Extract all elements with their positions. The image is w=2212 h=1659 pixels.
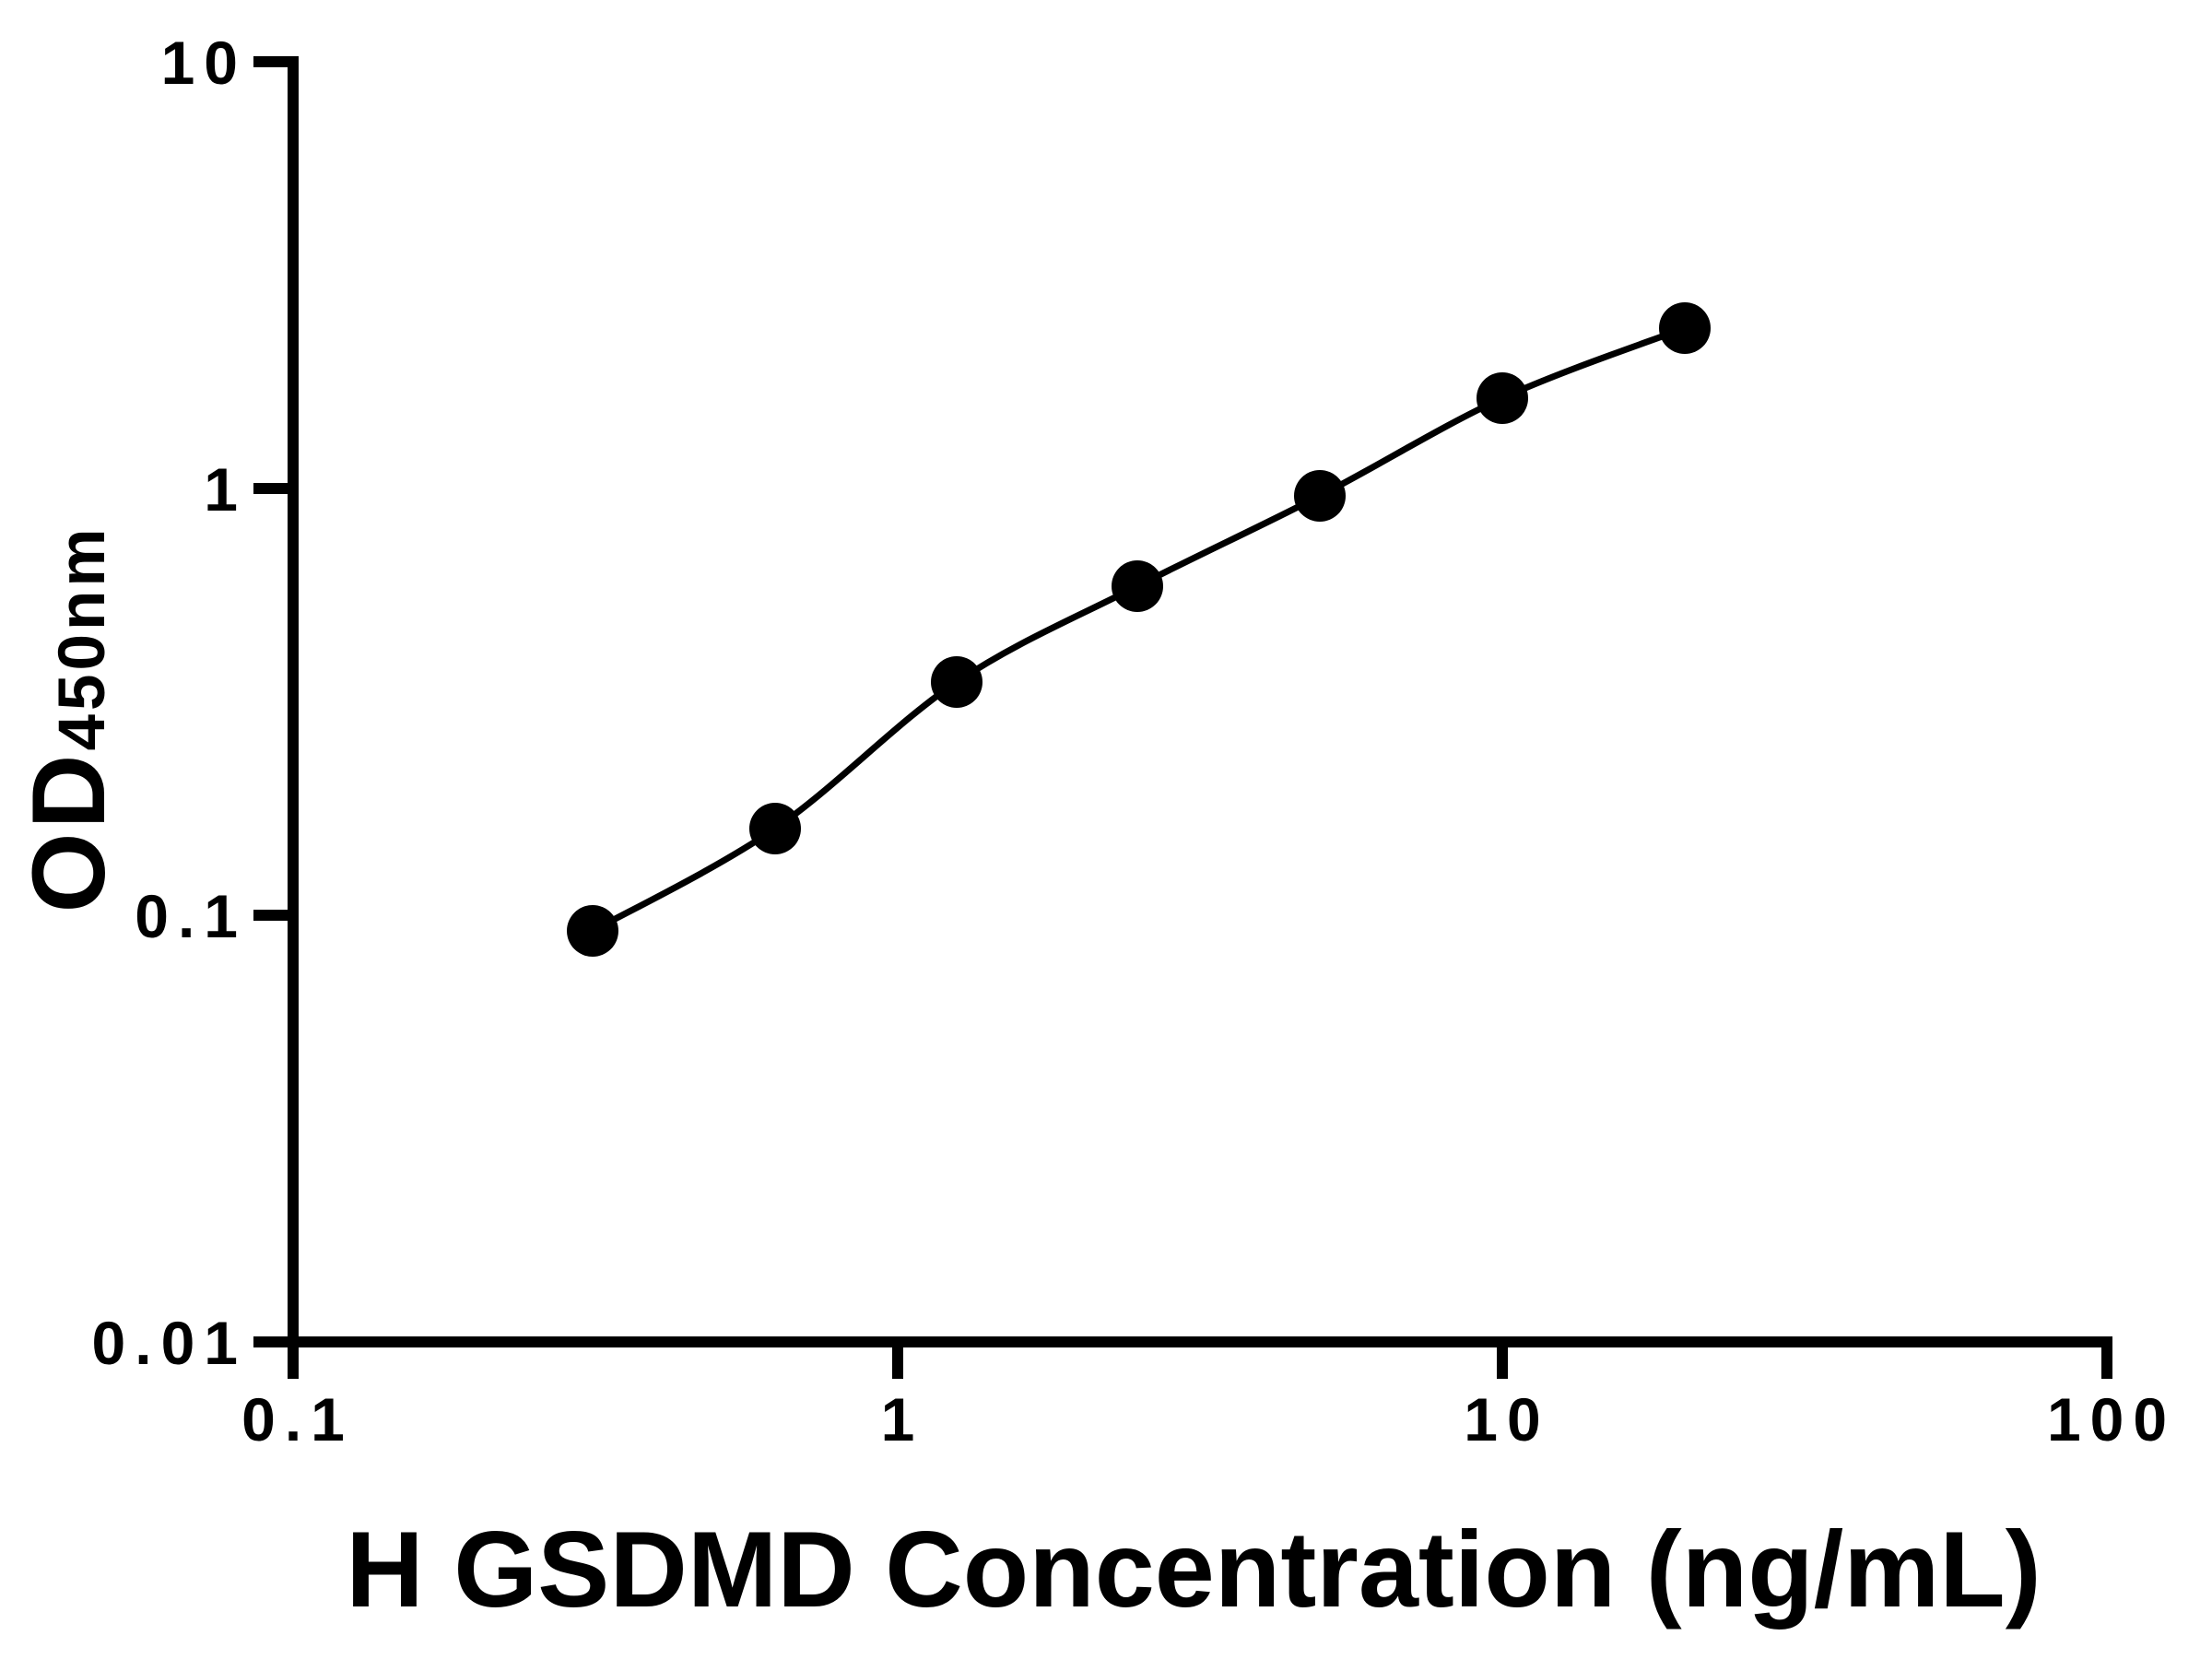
svg-text:1: 1 — [881, 1385, 924, 1453]
svg-text:10: 10 — [1464, 1385, 1549, 1453]
svg-text:10: 10 — [161, 29, 247, 97]
svg-text:H GSDMD Concentration (ng/mL): H GSDMD Concentration (ng/mL) — [346, 1509, 2041, 1630]
svg-text:1: 1 — [204, 455, 247, 524]
svg-text:0.1: 0.1 — [241, 1385, 354, 1453]
svg-text:OD450nm: OD450nm — [11, 525, 126, 913]
svg-text:100: 100 — [2047, 1385, 2176, 1453]
svg-text:0.1: 0.1 — [135, 882, 247, 950]
svg-text:0.01: 0.01 — [92, 1309, 247, 1377]
